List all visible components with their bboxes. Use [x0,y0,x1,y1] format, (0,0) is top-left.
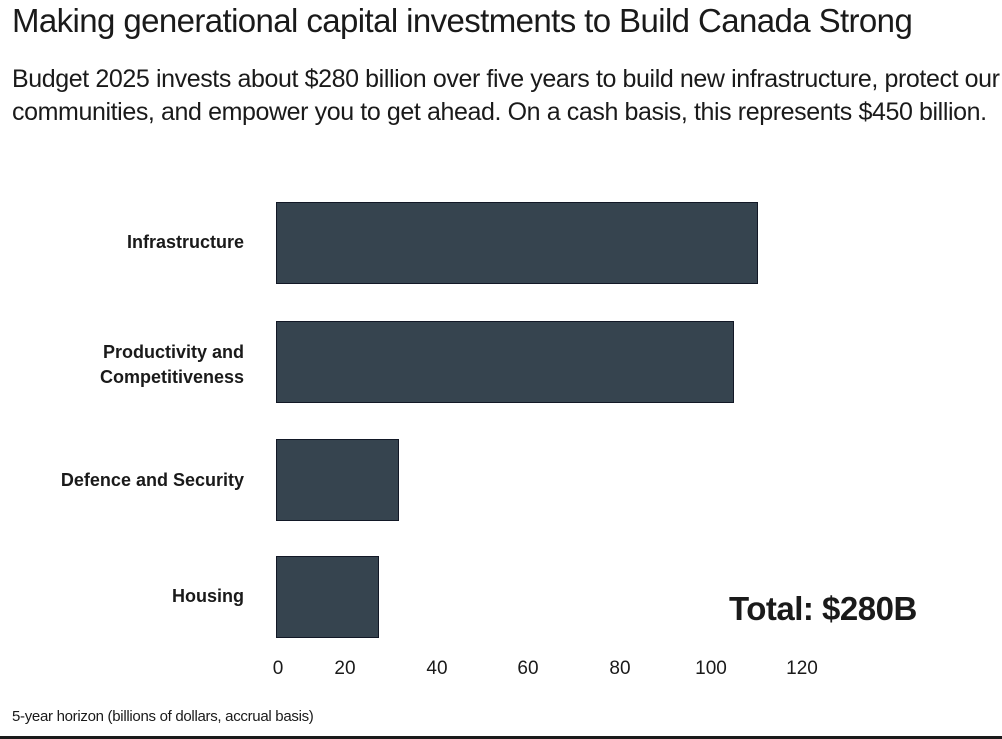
total-annotation: Total: $280B [729,590,917,627]
x-tick-60: 60 [517,658,539,679]
x-tick-0: 0 [272,658,284,679]
category-label-productivity-line2: Competitiveness [99,367,244,387]
category-label-housing: Housing [172,586,244,606]
axis-footnote: 5-year horizon (billions of dollars, acc… [12,708,314,725]
chart-title: Making generational capital investments … [12,2,913,39]
x-tick-120: 120 [786,658,818,679]
bar-productivity-and-competitiveness [276,321,734,403]
category-label-defence: Defence and Security [60,470,244,490]
chart-subtitle: Budget 2025 invests about $280 billion o… [12,65,1000,126]
category-label-productivity-line1: Productivity and [102,342,244,362]
x-tick-20: 20 [334,658,356,679]
bottom-divider [0,736,1002,739]
x-tick-100: 100 [695,658,727,679]
bar-defence-and-security [276,439,399,521]
x-tick-40: 40 [426,658,448,679]
category-label-infrastructure: Infrastructure [126,232,244,252]
x-tick-80: 80 [609,658,631,679]
bar-infrastructure [276,202,758,284]
bar-housing [276,556,379,638]
